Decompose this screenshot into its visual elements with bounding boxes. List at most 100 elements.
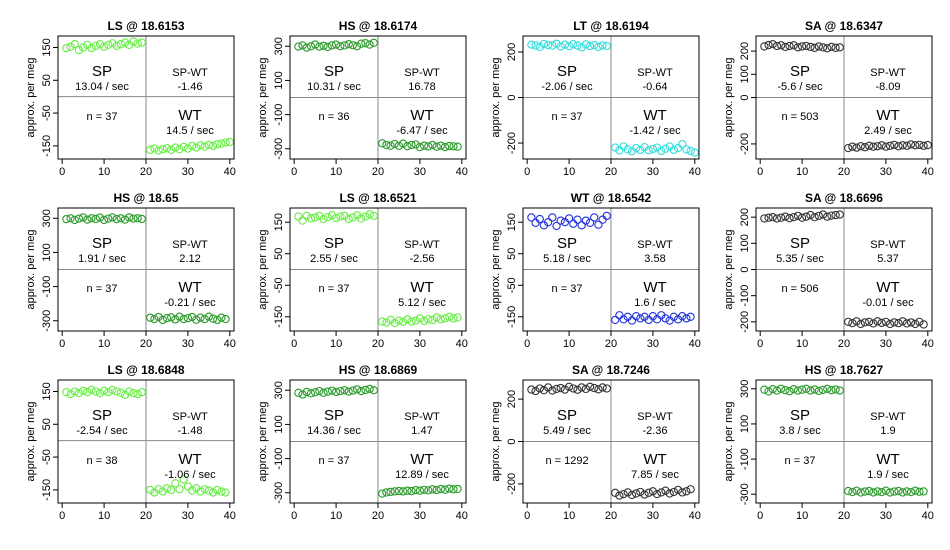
sp-data-point [62, 214, 71, 224]
sp-data-point [823, 384, 832, 393]
sp-wt-label: SP-WT [404, 239, 440, 251]
wt-data-point [378, 317, 387, 326]
wt-data-point [906, 318, 916, 327]
sp-label: SP [790, 235, 810, 252]
x-tick-label: 40 [922, 166, 934, 178]
sp-data-point [116, 388, 126, 397]
y-tick-label: 300 [273, 381, 285, 399]
sp-data-point [823, 44, 832, 53]
wt-data-point [898, 488, 907, 497]
sp-data-point [797, 385, 807, 394]
wt-data-point [407, 486, 416, 496]
x-tick-label: 30 [647, 338, 659, 350]
sp-data-point [806, 210, 815, 220]
sample-count: n = 37 [87, 283, 118, 295]
panel-title: LT @ 18.6194 [573, 19, 649, 33]
sp-data-point [598, 41, 607, 50]
wt-data-point [898, 317, 907, 326]
wt-data-point [440, 314, 450, 323]
sp-data-point [602, 211, 611, 221]
x-tick-label: 0 [59, 338, 65, 350]
sp-data-point [302, 211, 311, 221]
wt-data-point [449, 314, 458, 323]
sp-label: SP [92, 63, 112, 80]
sp-data-point [802, 384, 811, 393]
x-tick-label: 40 [224, 166, 236, 178]
sp-data-point [810, 385, 819, 394]
wt-data-point [869, 142, 878, 151]
x-tick-label: 40 [224, 510, 236, 522]
sp-label: SP [92, 235, 112, 252]
wt-data-point [627, 490, 637, 500]
sp-rate: -5.6 / sec [777, 81, 823, 93]
wt-data-point [183, 482, 193, 491]
wt-data-point [615, 311, 624, 320]
sp-data-point [302, 43, 311, 52]
wt-data-point [217, 139, 226, 148]
wt-data-point [200, 314, 209, 324]
sp-data-point [66, 214, 75, 223]
sp-data-point [99, 42, 109, 51]
wt-data-point [869, 488, 878, 497]
sp-data-point [806, 386, 815, 395]
x-tick-label: 40 [689, 166, 701, 178]
sp-data-point [573, 41, 582, 50]
wt-data-point [221, 138, 230, 147]
wt-data-point [436, 484, 446, 494]
sp-data-point [112, 41, 121, 50]
sp-data-point [95, 40, 105, 49]
wt-data-point [852, 317, 861, 326]
wt-data-point [631, 312, 641, 321]
wt-data-point [196, 313, 205, 322]
wt-data-point [648, 144, 658, 154]
wt-data-point [911, 319, 920, 329]
sp-data-point [569, 219, 578, 228]
y-tick-label: 150 [41, 38, 53, 56]
sp-data-point [785, 214, 794, 223]
sp-data-point [294, 212, 303, 221]
wt-data-point [171, 315, 180, 324]
wt-data-point [200, 485, 209, 494]
x-tick-label: 10 [330, 166, 342, 178]
wt-data-point [436, 141, 446, 150]
wt-data-point [885, 319, 895, 329]
wt-data-point [445, 312, 454, 321]
sample-count: n = 503 [781, 111, 818, 123]
wt-rate: -1.42 / sec [629, 125, 681, 137]
x-tick-label: 20 [838, 510, 850, 522]
sp-data-point [340, 41, 349, 50]
y-tick-label: -300 [273, 482, 285, 504]
y-tick-label: 100 [273, 71, 285, 89]
sp-wt-label: SP-WT [172, 239, 208, 251]
sp-data-point [369, 211, 378, 221]
x-tick-label: 0 [291, 166, 297, 178]
sp-data-point [827, 211, 836, 220]
wt-data-point [419, 141, 429, 150]
y-axis-label: approx. per meg [25, 401, 37, 481]
y-tick-label: -150 [41, 135, 53, 157]
wt-data-point [890, 140, 899, 149]
sp-data-point [556, 42, 565, 51]
sp-data-point [74, 214, 84, 223]
sp-data-point [327, 211, 337, 220]
wt-data-point [213, 315, 222, 325]
panel-title: SA @ 18.6696 [805, 191, 883, 205]
x-tick-label: 10 [98, 166, 110, 178]
sp-data-point [104, 387, 113, 397]
wt-data-point [204, 140, 214, 150]
sp-data-point [369, 38, 378, 47]
sp-data-point [789, 213, 798, 222]
sp-data-point [548, 213, 557, 222]
sample-count: n = 37 [785, 455, 816, 467]
sp-wt-label: SP-WT [637, 67, 673, 79]
x-tick-label: 20 [605, 166, 617, 178]
wt-data-point [690, 148, 699, 157]
wt-data-point [911, 141, 920, 150]
x-tick-label: 30 [182, 166, 194, 178]
chart-panel: SA @ 18.6347 -200 0 100 200 approx. per meg 0 1… [723, 19, 934, 178]
y-tick-label: 100 [273, 415, 285, 433]
sp-data-point [78, 386, 88, 395]
wt-data-point [902, 487, 912, 496]
sp-data-point [594, 220, 603, 229]
sp-data-point [585, 41, 595, 51]
